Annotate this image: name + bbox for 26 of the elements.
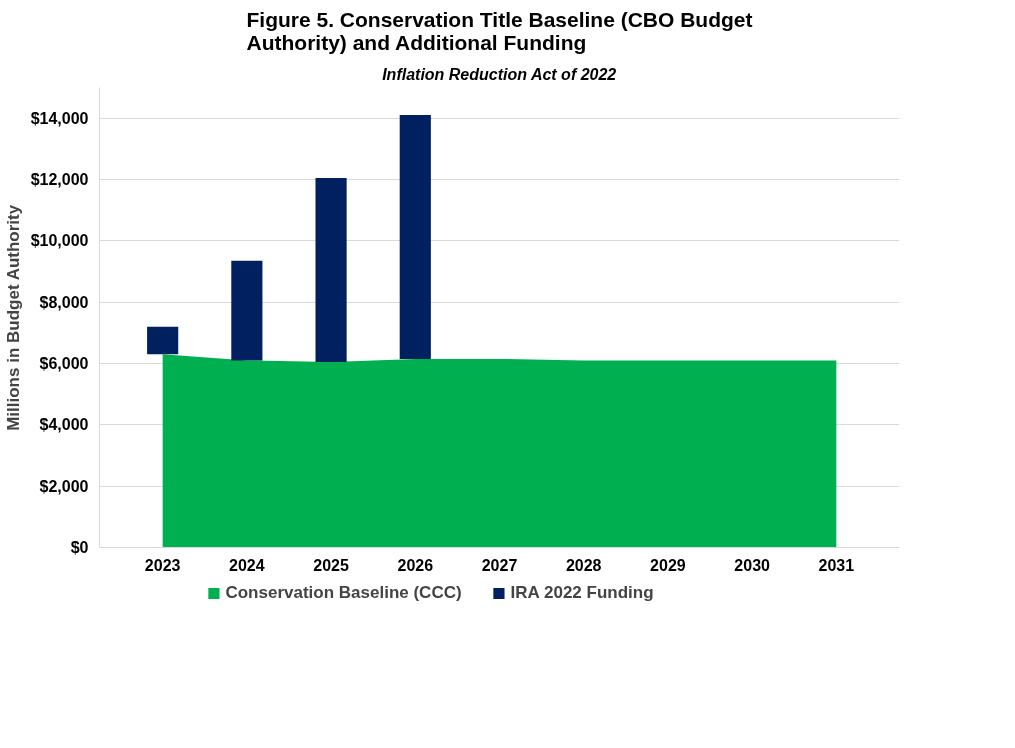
- y-tick-label: $4,000: [39, 416, 89, 434]
- x-tick-label: 2028: [565, 556, 602, 574]
- y-axis-title: Millions in Budget Authority: [3, 204, 23, 431]
- y-tick-label: $14,000: [30, 109, 89, 127]
- x-tick-label: 2029: [650, 556, 686, 574]
- x-tick-label: 2026: [397, 556, 434, 574]
- x-tick-label: 2027: [481, 556, 518, 574]
- y-tick-label: $12,000: [30, 171, 89, 188]
- y-tick-label: $6,000: [39, 355, 89, 372]
- x-tick-label: 2023: [144, 556, 181, 574]
- x-tick-label: 2030: [734, 556, 771, 574]
- bar: [399, 115, 431, 359]
- x-tick-label: 2025: [313, 556, 349, 574]
- y-tick-label: $2,000: [39, 477, 89, 495]
- legend-label: Conservation Baseline (CCC): [225, 583, 462, 603]
- x-tick-label: 2031: [818, 556, 855, 574]
- chart-subtitle: Inflation Reduction Act of 2022: [382, 65, 617, 83]
- chart-title: Figure 5. Conservation Title Baseline (CBO Budget Authority) and Additional Funding: [246, 7, 753, 54]
- bar: [315, 177, 347, 362]
- legend-label: IRA 2022 Funding: [510, 583, 654, 603]
- y-tick-label: $0: [70, 539, 89, 556]
- bar: [147, 326, 179, 355]
- bar: [231, 260, 263, 361]
- x-tick-label: 2024: [229, 556, 265, 574]
- y-tick-label: $8,000: [39, 293, 89, 311]
- y-tick-label: $10,000: [30, 232, 89, 250]
